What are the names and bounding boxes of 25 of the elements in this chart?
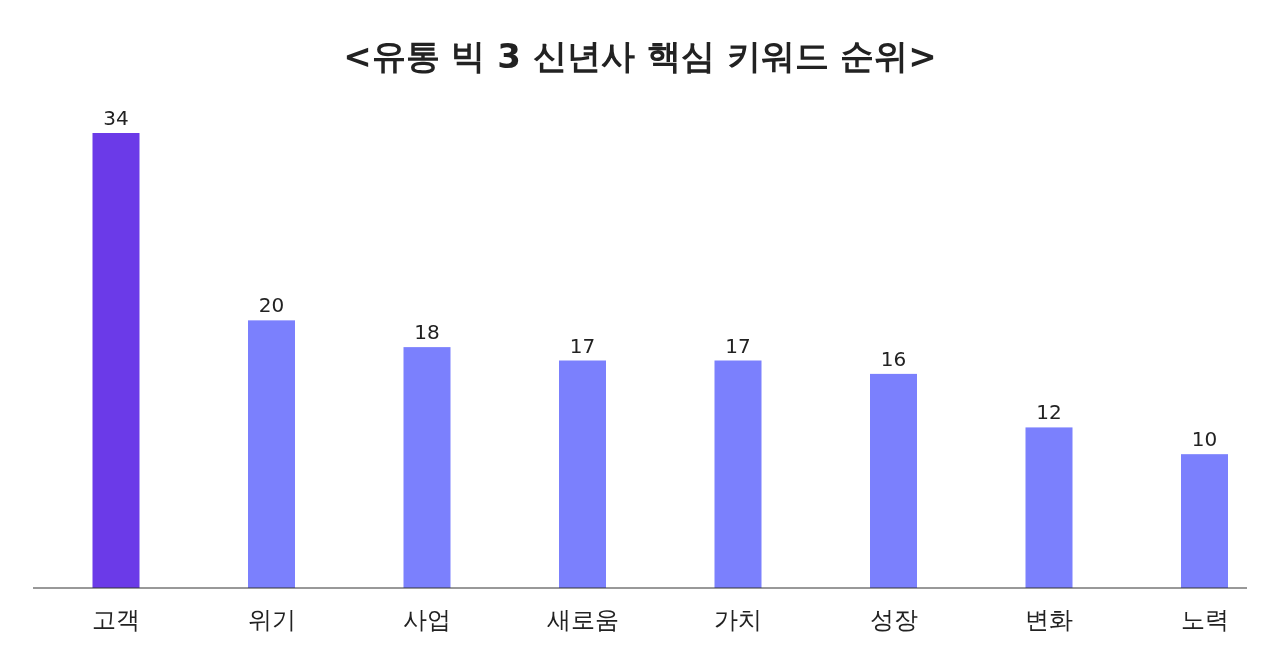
bar	[403, 347, 451, 588]
x-tick-label: 노력	[1180, 606, 1229, 634]
data-label: 17	[569, 333, 596, 358]
bar	[1025, 427, 1073, 588]
data-label: 34	[103, 106, 129, 130]
x-tick-label: 새로움	[546, 606, 619, 634]
chart-title: <유통 빅 3 신년사 핵심 키워드 순위>	[343, 36, 937, 76]
x-tick-label: 고객	[92, 606, 140, 634]
data-label: 20	[258, 293, 285, 318]
bar	[92, 133, 140, 588]
x-tick-label: 변화	[1025, 606, 1073, 634]
x-tick-label: 위기	[247, 606, 296, 634]
data-label: 18	[414, 320, 440, 345]
data-label: 16	[880, 346, 907, 371]
bar	[248, 320, 295, 588]
bar	[714, 360, 762, 588]
data-label: 17	[725, 333, 751, 358]
bar	[870, 373, 917, 588]
bar	[559, 360, 606, 588]
x-tick-label: 사업	[403, 606, 451, 634]
data-label: 10	[1191, 427, 1218, 452]
x-tick-label: 성장	[869, 606, 918, 634]
bar	[1181, 454, 1228, 588]
data-label: 12	[1036, 400, 1062, 425]
x-tick-label: 가치	[714, 606, 762, 634]
